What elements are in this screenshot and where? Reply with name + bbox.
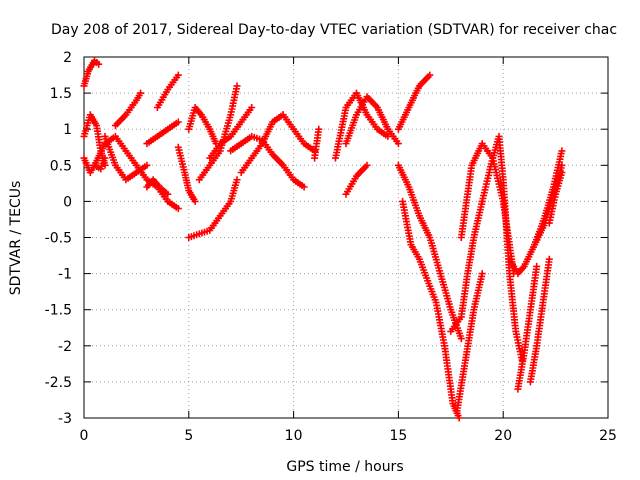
data-point bbox=[143, 176, 172, 198]
x-tick-label: 5 bbox=[184, 428, 193, 444]
data-points bbox=[80, 57, 566, 422]
series-tr31 bbox=[526, 255, 553, 386]
data-point bbox=[342, 161, 371, 198]
series-tr23 bbox=[394, 161, 465, 343]
series-tr6 bbox=[101, 132, 151, 184]
series-tr9 bbox=[143, 118, 182, 148]
x-tick-label: 25 bbox=[599, 428, 617, 444]
series-tr8 bbox=[143, 176, 172, 198]
series-tr20 bbox=[342, 93, 402, 148]
series-tr18 bbox=[311, 125, 323, 162]
x-tick-label: 20 bbox=[494, 428, 512, 444]
series-tr10 bbox=[174, 143, 199, 205]
x-axis-label: GPS time / hours bbox=[286, 459, 403, 475]
x-tick-label: 15 bbox=[389, 428, 407, 444]
data-point bbox=[399, 197, 463, 422]
data-point bbox=[394, 71, 434, 133]
data-point bbox=[174, 143, 199, 205]
series-tr16 bbox=[237, 111, 287, 176]
data-point bbox=[447, 197, 486, 335]
axis-ticks: 0 5 10 15 20 25 2 1.5 1 0.5 0 -0.5 -1 -1.5 -2 -2.5 -3 bbox=[45, 50, 617, 444]
y-tick-label: 1.5 bbox=[50, 86, 72, 102]
x-tick-label: 10 bbox=[285, 428, 303, 444]
y-tick-label: -0.5 bbox=[45, 231, 72, 247]
y-tick-label: 0 bbox=[63, 194, 72, 210]
series-tr14 bbox=[206, 104, 256, 162]
y-tick-label: -2 bbox=[58, 339, 72, 355]
series-tr5 bbox=[111, 89, 145, 130]
data-point bbox=[453, 270, 486, 415]
series-tr22 bbox=[394, 71, 434, 133]
data-point bbox=[394, 161, 465, 343]
y-axis-label: SDTVAR / TECUs bbox=[8, 181, 24, 296]
y-tick-label: 2 bbox=[63, 50, 72, 66]
y-tick-label: 1 bbox=[63, 122, 72, 138]
data-point bbox=[101, 132, 151, 184]
data-point bbox=[185, 104, 220, 148]
series-tr2 bbox=[80, 57, 103, 90]
series-tr7 bbox=[153, 71, 182, 111]
y-tick-label: -2.5 bbox=[45, 375, 72, 391]
series-tr26 bbox=[453, 270, 486, 415]
chart-title: Day 208 of 2017, Sidereal Day-to-day VTE… bbox=[51, 22, 617, 38]
data-point bbox=[531, 147, 566, 249]
x-tick-label: 0 bbox=[80, 428, 89, 444]
series-tr15 bbox=[227, 132, 308, 191]
data-point bbox=[342, 93, 402, 148]
data-point bbox=[514, 262, 541, 393]
series-tr21 bbox=[342, 161, 371, 198]
y-tick-label: 0.5 bbox=[50, 158, 72, 174]
data-point bbox=[237, 111, 287, 176]
y-tick-label: -3 bbox=[58, 411, 72, 427]
data-point bbox=[545, 169, 566, 227]
data-point bbox=[153, 71, 182, 111]
series-tr33 bbox=[545, 169, 566, 227]
series-tr24 bbox=[399, 197, 463, 422]
data-point bbox=[206, 104, 256, 162]
data-point bbox=[227, 132, 308, 191]
data-point bbox=[526, 255, 553, 386]
y-tick-label: -1.5 bbox=[45, 303, 72, 319]
series-tr32 bbox=[531, 147, 566, 249]
data-point bbox=[111, 89, 145, 130]
data-point bbox=[311, 125, 323, 162]
data-point bbox=[185, 176, 241, 241]
series-tr30 bbox=[514, 262, 541, 393]
data-point bbox=[143, 118, 182, 148]
series-tr12 bbox=[185, 104, 220, 148]
data-point bbox=[80, 57, 103, 90]
series-tr11 bbox=[185, 176, 241, 241]
series-tr25 bbox=[447, 197, 486, 335]
y-tick-label: -1 bbox=[58, 267, 72, 283]
